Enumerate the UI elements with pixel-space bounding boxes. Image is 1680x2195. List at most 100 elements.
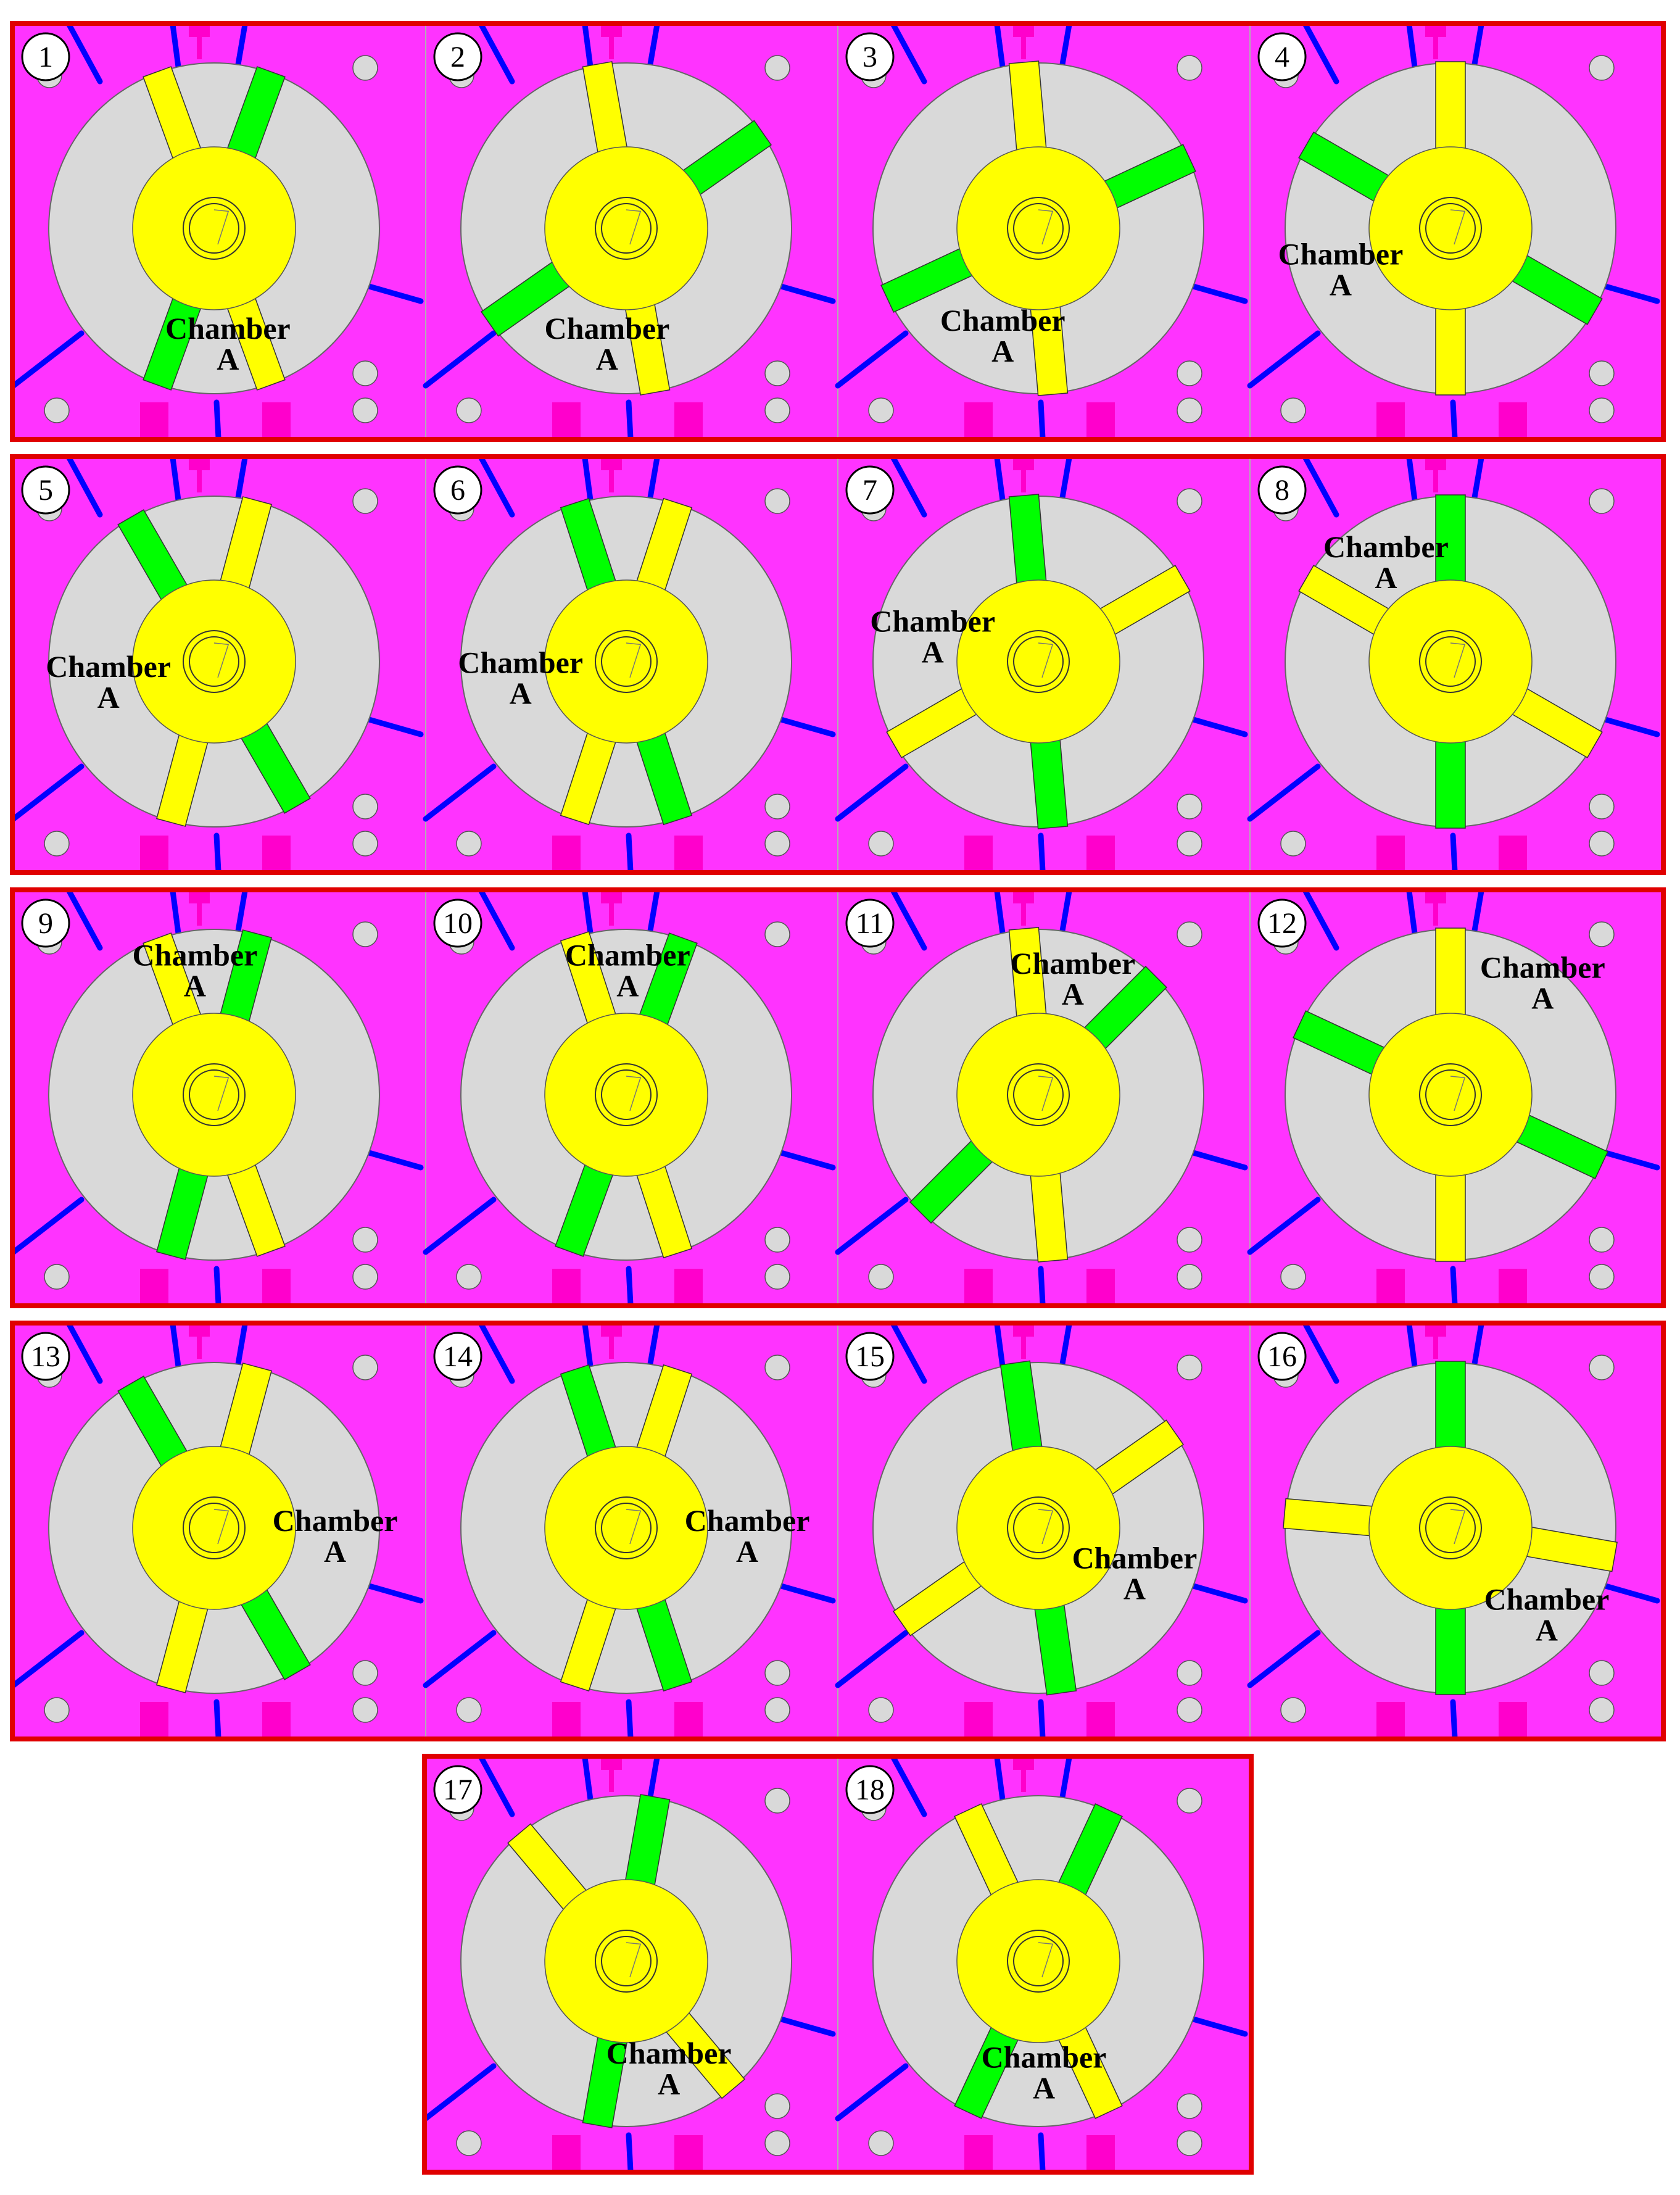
port-line [1058,888,1072,941]
chamber-label-line1: Chamber [273,1503,398,1538]
port-line [1038,832,1046,874]
shaft-key [1038,1942,1054,1978]
port-line [170,888,182,941]
port-line [1470,888,1484,941]
shaft-key [213,1076,230,1111]
shaft-key [626,209,642,245]
bottom-fitting-left [552,1269,581,1305]
port-line [66,455,103,518]
bottom-fitting-right [262,836,291,871]
group-border [10,887,1666,1308]
mounting-hole [1177,2093,1202,2119]
bottom-fitting-right [674,836,703,871]
mounting-hole [44,1697,70,1723]
port-line [582,1321,594,1374]
mounting-hole [352,1355,378,1380]
rotor-hub [544,579,708,744]
port-line [890,1754,927,1817]
mounting-hole [1177,2130,1202,2156]
panel-number-badge [433,1765,482,1814]
panel-number: 13 [31,1340,60,1373]
port-line [1406,455,1418,508]
top-fitting [1013,458,1034,470]
port-line [1038,1266,1046,1308]
shaft-ring-inner [601,1069,652,1120]
bottom-fitting-left [140,836,168,871]
panel-number: 8 [1275,474,1289,507]
top-fitting [601,458,622,470]
panel-number-badge [845,32,895,81]
chamber-label-line2: A [1330,268,1352,302]
top-fitting [1425,25,1446,37]
panel-number-badge [21,1332,70,1381]
port-line [646,22,660,75]
mounting-hole [352,1697,378,1723]
top-fitting-stem [1433,469,1438,492]
panel-number-badge [1257,1332,1307,1381]
port-line [646,888,660,941]
mounting-hole [1280,1697,1306,1723]
rotor-hub [544,146,708,310]
panel-number-badge [1257,898,1307,948]
panel-number-badge [21,898,70,948]
bottom-fitting-right [1499,1269,1527,1305]
top-fitting [1425,458,1446,470]
mounting-hole [868,397,894,423]
panel-number: 16 [1267,1340,1297,1373]
port-line [1302,888,1339,951]
port-line [423,330,497,389]
mounting-hole [764,921,790,947]
mounting-hole [764,2130,790,2156]
rotor-hub [132,1446,296,1610]
shaft-ring-outer [183,1063,246,1126]
top-fitting [1013,1757,1034,1770]
panel-number-badge [1257,32,1307,81]
bottom-fitting-left [552,402,581,438]
chamber-label-line2: A [217,342,239,376]
mounting-hole [764,360,790,386]
chamber-label-line1: Chamber [982,2040,1107,2075]
bottom-fitting-right [1086,2135,1115,2171]
panel-number-badge [21,465,70,515]
rotor-hub [544,1446,708,1610]
group-border [10,1321,1666,1741]
bottom-fitting-left [964,2135,993,2171]
shaft-key [1038,209,1054,245]
port-line [994,22,1006,75]
bottom-fitting-left [552,836,581,871]
rotor-hub [544,1879,708,2043]
bottom-fitting-left [140,1702,168,1738]
chamber-label-line2: A [1033,2071,1055,2106]
mounting-hole [764,831,790,857]
chamber-label-line1: Chamber [606,2036,732,2070]
mounting-hole [1589,794,1615,819]
bottom-fitting-left [964,1269,993,1305]
shaft-key [626,1509,642,1545]
group-border [10,21,1666,442]
panel-number: 3 [863,41,877,73]
shaft-ring-outer [1007,1063,1070,1126]
port-line [423,1630,497,1688]
port-line [1450,1266,1458,1308]
port-line [234,1321,248,1374]
bottom-fitting-left [1376,1269,1405,1305]
top-fitting-stem [1021,469,1026,492]
port-line [626,2132,634,2174]
top-fitting [1013,25,1034,37]
shaft-ring-outer [595,630,658,693]
mounting-hole [1589,921,1615,947]
panel-number: 18 [855,1774,885,1806]
shaft-key [1038,642,1054,678]
top-fitting [601,25,622,37]
port-line [1470,1321,1484,1374]
bottom-fitting-right [674,1702,703,1738]
shaft-key [1038,1076,1054,1111]
rotor-hub [956,579,1120,744]
port-line [478,1321,515,1384]
port-line [234,22,248,75]
mounting-hole [1589,1697,1615,1723]
